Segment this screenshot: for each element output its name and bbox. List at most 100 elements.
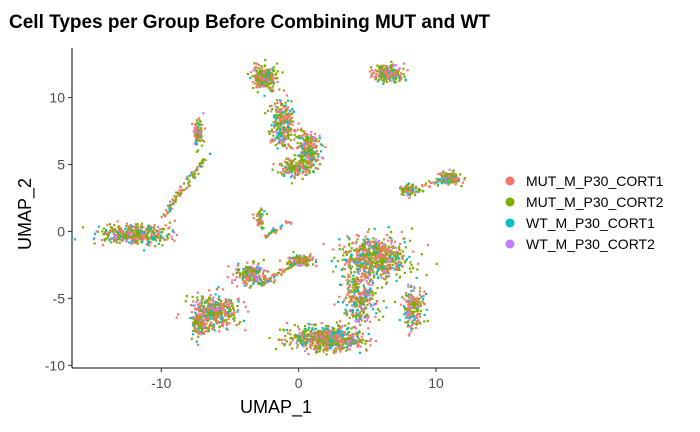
data-point [305, 136, 308, 139]
data-point [217, 298, 220, 301]
data-point [307, 147, 310, 150]
data-point [209, 314, 212, 317]
data-point [322, 157, 325, 160]
data-point [179, 185, 182, 188]
data-point [271, 140, 275, 143]
data-point [286, 322, 289, 325]
data-point [245, 266, 248, 269]
data-point [195, 125, 198, 128]
data-point [300, 162, 303, 165]
data-point [359, 253, 362, 256]
data-point [363, 320, 367, 323]
data-point [267, 279, 270, 283]
data-point [193, 131, 196, 134]
data-point [285, 221, 288, 225]
data-point [201, 324, 204, 327]
data-point [376, 299, 379, 302]
data-point [326, 327, 329, 330]
data-point [102, 227, 105, 230]
data-point [228, 322, 231, 325]
data-point [261, 227, 264, 230]
data-point [400, 72, 403, 75]
data-point [159, 228, 162, 231]
data-point [138, 233, 141, 236]
data-point [299, 339, 302, 342]
data-point [208, 296, 211, 299]
data-point [379, 258, 382, 261]
data-point [275, 130, 278, 133]
data-point [383, 277, 386, 281]
data-point [346, 282, 349, 285]
data-point [261, 213, 264, 216]
data-point [319, 340, 322, 343]
data-point [283, 139, 286, 142]
data-point [367, 327, 370, 330]
data-point [402, 190, 405, 193]
data-point [312, 170, 315, 174]
data-point [407, 309, 410, 312]
data-point [312, 332, 315, 335]
data-point [348, 341, 351, 344]
data-point [414, 298, 417, 301]
data-point [369, 66, 373, 69]
data-point [255, 268, 258, 271]
data-point [406, 69, 409, 72]
data-point [209, 299, 212, 302]
data-point [390, 242, 393, 245]
data-point [350, 280, 354, 283]
data-point [250, 266, 254, 270]
data-point [200, 330, 203, 333]
data-point [280, 224, 283, 227]
data-point [369, 252, 372, 255]
data-point [206, 316, 209, 319]
data-point [118, 241, 121, 245]
data-point [194, 169, 197, 172]
data-point [367, 228, 371, 231]
data-point [261, 280, 265, 284]
x-tick-label: 10 [428, 375, 444, 391]
data-point [160, 231, 163, 234]
data-point [368, 70, 371, 73]
data-point [307, 353, 310, 356]
data-point [192, 129, 196, 132]
data-point [378, 245, 381, 248]
data-point [407, 303, 410, 307]
data-point [414, 302, 417, 305]
data-point [197, 326, 200, 329]
data-point [325, 349, 328, 352]
data-point [341, 275, 344, 278]
data-point [385, 257, 388, 261]
data-point [394, 81, 397, 84]
data-point [304, 153, 307, 156]
data-point [96, 230, 100, 233]
data-point [346, 293, 349, 296]
data-point [343, 275, 346, 278]
data-point [105, 229, 108, 232]
data-point [361, 254, 364, 257]
data-point [303, 159, 306, 162]
data-point [134, 234, 137, 237]
data-point [358, 314, 361, 317]
data-point [238, 322, 241, 325]
data-point [105, 237, 108, 240]
data-point [334, 333, 337, 336]
data-point [199, 131, 202, 134]
data-point [332, 248, 335, 251]
data-point [256, 83, 259, 86]
data-point [400, 193, 403, 196]
data-point [198, 332, 202, 335]
data-point [366, 340, 369, 343]
data-point [180, 189, 183, 192]
data-point [177, 193, 180, 196]
data-point [317, 158, 320, 162]
data-point [375, 247, 378, 250]
data-point [197, 343, 200, 346]
data-point [235, 272, 238, 275]
data-point [345, 250, 348, 253]
data-point [287, 99, 290, 102]
data-point [128, 241, 131, 244]
data-point [145, 235, 148, 238]
data-point [341, 248, 344, 251]
data-point [320, 156, 323, 159]
data-point [397, 262, 400, 265]
